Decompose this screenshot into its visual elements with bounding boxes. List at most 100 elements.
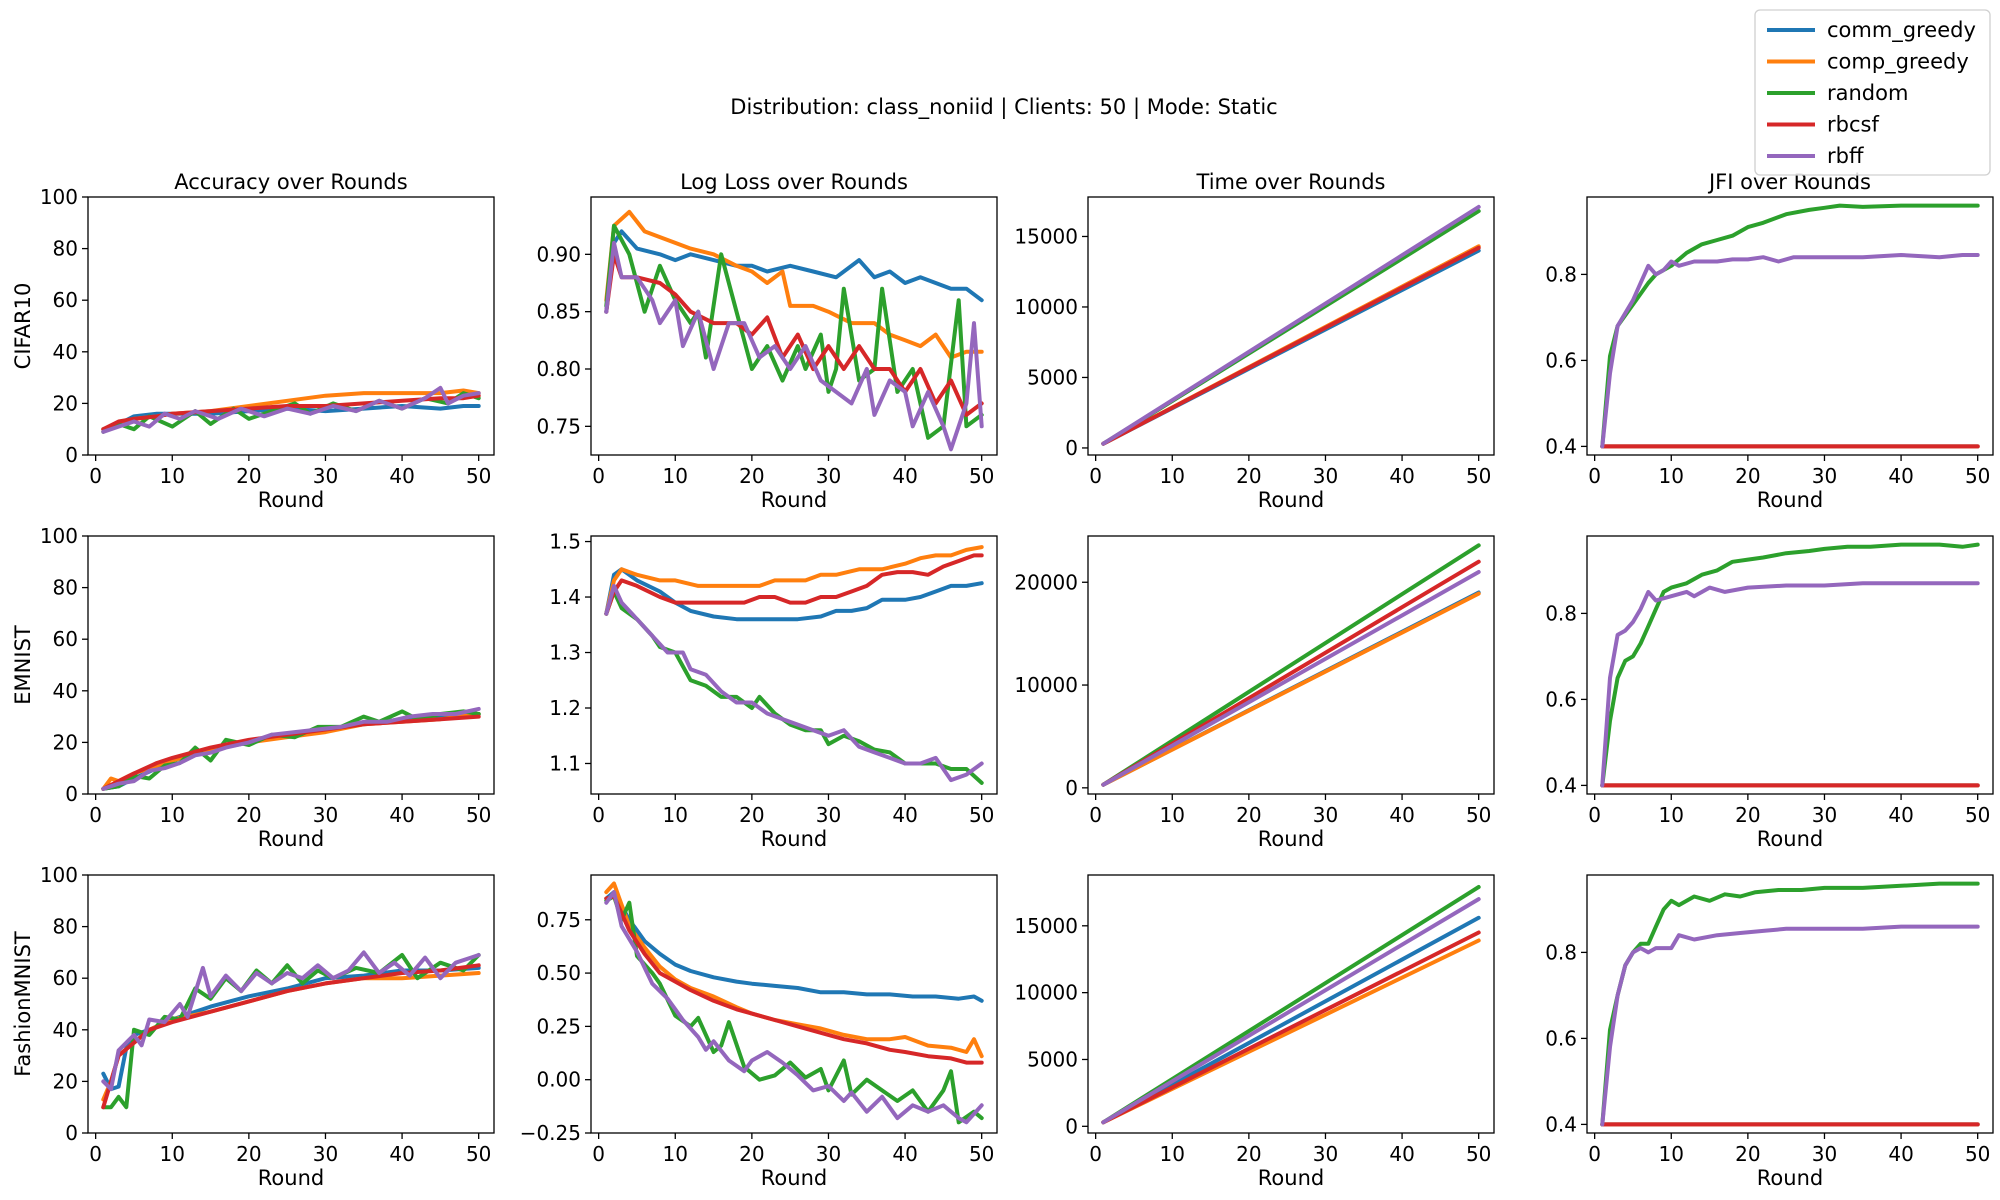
x-tick-label: 10 xyxy=(1160,1142,1185,1166)
series-group xyxy=(1101,543,1481,787)
plot-frame xyxy=(1586,874,1994,1134)
series-line-random xyxy=(1600,542,1980,788)
series-line-rbff xyxy=(101,385,481,434)
subplot-1-3: 0 10 20 30 40 50 0.4 0.6 0.8 Round xyxy=(1545,535,1994,851)
x-axis-label: Round xyxy=(1757,1166,1823,1190)
y-tick-label: 0.90 xyxy=(536,242,581,266)
y-tick-label: 0 xyxy=(1065,436,1078,460)
y-tick-label: 20 xyxy=(53,730,78,754)
legend-label: comm_greedy xyxy=(1827,18,1976,43)
x-tick-label: 0 xyxy=(1089,1142,1102,1166)
legend-item-comm_greedy: comm_greedy xyxy=(1767,18,1976,43)
plot-frame xyxy=(590,196,998,456)
y-tick-label: 40 xyxy=(53,1018,78,1042)
series-line-rbff xyxy=(1600,253,1980,449)
x-tick-label: 30 xyxy=(313,1142,338,1166)
x-tick-label: 40 xyxy=(1888,464,1913,488)
plot-frame xyxy=(590,535,998,795)
plot-frame xyxy=(1087,874,1495,1134)
subplot-1-2: 0 10 20 30 40 50 0 10000 20000 Round xyxy=(1014,535,1495,851)
x-tick-label: 20 xyxy=(236,803,261,827)
x-axis-label: Round xyxy=(1258,1166,1324,1190)
x-axis-label: Round xyxy=(1757,488,1823,512)
x-tick-label: 0 xyxy=(89,1142,102,1166)
y-tick-label: 1.1 xyxy=(549,751,581,775)
y-axis-label: FashionMNIST xyxy=(11,931,35,1077)
x-tick-label: 0 xyxy=(1588,1142,1601,1166)
y-tick-label: 0.8 xyxy=(1545,262,1577,286)
series-group xyxy=(1101,885,1481,1125)
x-tick-label: 30 xyxy=(816,803,841,827)
series-group xyxy=(604,209,984,452)
series-line-rbff xyxy=(101,950,481,1092)
legend-box xyxy=(1754,9,1991,176)
y-tick-label: 5000 xyxy=(1027,1047,1078,1071)
x-axis-label: Round xyxy=(761,827,827,851)
y-tick-label: 0.4 xyxy=(1545,1112,1577,1136)
series-line-random xyxy=(604,894,984,1125)
plot-frame xyxy=(87,874,495,1134)
series-line-comm_greedy xyxy=(101,404,481,432)
series-group xyxy=(604,881,984,1125)
x-tick-label: 30 xyxy=(1812,803,1837,827)
series-line-rbff xyxy=(1101,897,1481,1125)
subplot-2-3: 0 10 20 30 40 50 0.4 0.6 0.8 Round xyxy=(1545,874,1994,1190)
y-tick-label: 0 xyxy=(1065,776,1078,800)
series-line-rbcsf xyxy=(604,553,984,616)
x-tick-label: 10 xyxy=(160,803,185,827)
x-tick-label: 0 xyxy=(592,464,605,488)
x-axis-label: Round xyxy=(1258,488,1324,512)
x-tick-label: 50 xyxy=(466,464,491,488)
series-line-random xyxy=(1600,881,1980,1127)
legend-item-random: random xyxy=(1767,81,1908,105)
legend-item-rbff: rbff xyxy=(1767,144,1864,168)
series-line-rbcsf xyxy=(101,963,481,1110)
x-tick-label: 50 xyxy=(1965,464,1990,488)
series-group xyxy=(101,950,481,1110)
y-tick-label: 0.4 xyxy=(1545,773,1577,797)
y-tick-label: 1.5 xyxy=(549,530,581,554)
plot-frame xyxy=(1586,196,1994,456)
series-line-rbcsf xyxy=(101,393,481,432)
x-tick-label: 40 xyxy=(389,1142,414,1166)
series-line-rbff xyxy=(604,890,984,1125)
x-tick-label: 10 xyxy=(1160,464,1185,488)
plot-frame xyxy=(1087,535,1495,795)
y-tick-label: 80 xyxy=(53,915,78,939)
subplot-0-0: 0 10 20 30 40 50 0 20 40 60 80 100 Round Accuracy ove… xyxy=(11,170,495,512)
series-group xyxy=(1101,204,1481,446)
series-line-random xyxy=(1101,543,1481,787)
y-tick-label: 0.6 xyxy=(1545,687,1577,711)
y-tick-label: 10000 xyxy=(1014,673,1078,697)
x-tick-label: 0 xyxy=(1588,803,1601,827)
series-group xyxy=(604,545,984,785)
x-tick-label: 50 xyxy=(969,1142,994,1166)
series-line-comm_greedy xyxy=(604,229,984,314)
y-tick-label: 5000 xyxy=(1027,365,1078,389)
y-tick-label: 40 xyxy=(53,679,78,703)
x-tick-label: 40 xyxy=(892,803,917,827)
series-line-random xyxy=(101,709,481,791)
y-tick-label: 0.85 xyxy=(536,300,581,324)
series-line-rbff xyxy=(604,583,984,783)
x-axis-label: Round xyxy=(761,1166,827,1190)
x-tick-label: 20 xyxy=(1735,803,1760,827)
y-tick-label: 40 xyxy=(53,340,78,364)
x-tick-label: 20 xyxy=(1735,1142,1760,1166)
series-group xyxy=(1600,203,1980,449)
y-tick-label: 20 xyxy=(53,391,78,415)
series-group xyxy=(101,385,481,434)
x-axis-label: Round xyxy=(1258,827,1324,851)
x-tick-label: 50 xyxy=(1466,464,1491,488)
series-line-comp_greedy xyxy=(1101,591,1481,787)
x-tick-label: 40 xyxy=(1389,1142,1414,1166)
y-tick-label: 80 xyxy=(53,237,78,261)
y-tick-label: 0 xyxy=(65,782,78,806)
x-tick-label: 10 xyxy=(1659,1142,1684,1166)
x-tick-label: 30 xyxy=(1812,464,1837,488)
series-line-rbff xyxy=(101,706,481,791)
y-tick-label: 100 xyxy=(40,524,78,548)
series-line-comp_greedy xyxy=(101,712,481,791)
y-tick-label: 100 xyxy=(40,863,78,887)
x-tick-label: 10 xyxy=(1659,803,1684,827)
